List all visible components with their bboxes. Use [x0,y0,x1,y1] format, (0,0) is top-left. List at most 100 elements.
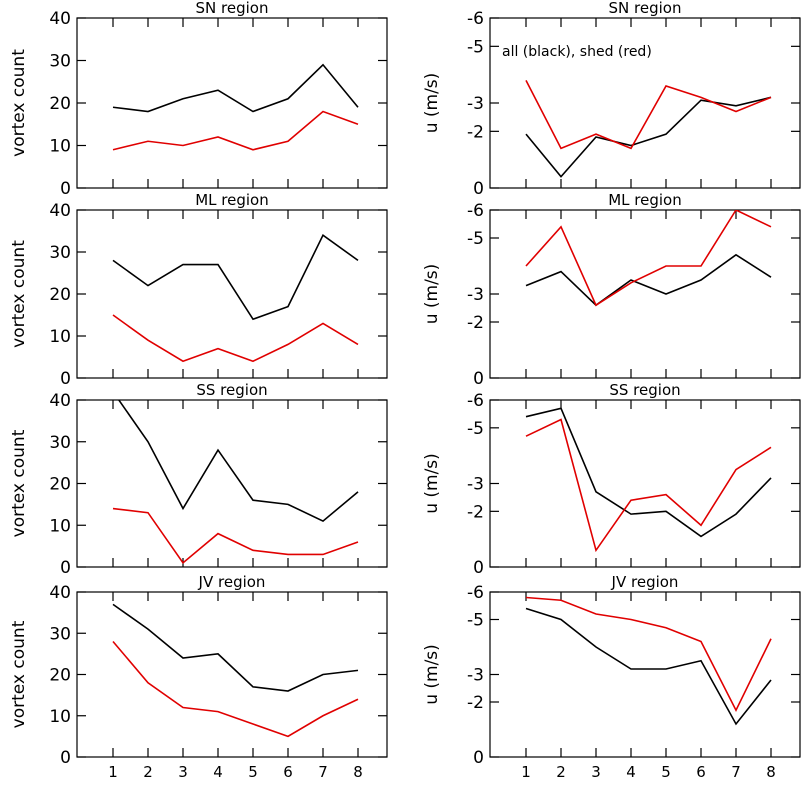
x-tick-label: 4 [213,763,223,781]
panel-7: JV region vortex count 0 10 20 30 40 1 2 3 4 5 6 7 8 [9,573,388,781]
y-tick-label: 40 [49,583,71,603]
y-tick-label: 0 [60,558,71,578]
y-axis-label: vortex count [9,620,29,728]
panel-title: ML region [195,191,269,209]
panel-1: SN region vortex count 0 10 20 30 40 [9,0,388,199]
y-tick-label: 30 [49,52,71,72]
y-axis-label: vortex count [9,240,29,348]
series-line-all [112,603,359,692]
plot-frame [76,399,388,568]
x-tick-label: 4 [626,763,636,781]
x-tick-label: 2 [556,763,566,781]
y-tick-label: -6 [467,391,484,411]
y-tick-label: 0 [473,558,484,578]
series-line-all [525,607,772,726]
panel-8: JV region u (m/s) 0 -2 -3 -5 -6 1 2 3 4 5 6 7 8 [422,573,801,781]
y-tick-label: 20 [49,285,71,305]
y-tick-label: 0 [473,179,484,199]
x-tick-label: 1 [108,763,118,781]
plot-frame [489,399,801,568]
x-tick-label: 5 [248,763,258,781]
x-tick-label: 8 [766,763,776,781]
y-tick-label: 0 [60,369,71,389]
y-tick-label: 10 [49,516,71,536]
y-tick-label: 40 [49,201,71,221]
series-line-shed [525,79,772,150]
panel-6: SS region u (m/s) 0 -2 -3 -5 -6 [422,381,801,578]
y-tick-label: 10 [49,137,71,157]
y-tick-label: 20 [49,94,71,114]
y-axis-label: u (m/s) [422,644,442,705]
series-line-shed [112,640,359,738]
x-tick-label: 6 [696,763,706,781]
panel-title: SN region [196,0,269,17]
series-line-shed [112,507,359,564]
panel-4: ML region u (m/s) 0 -2 -3 -5 -6 [422,191,801,389]
y-tick-label: -6 [467,201,484,221]
y-tick-label: -2 [467,313,484,333]
y-tick-label: 0 [473,369,484,389]
y-axis-label: u (m/s) [422,453,442,514]
y-tick-label: 10 [49,327,71,347]
x-tick-label: 8 [353,763,363,781]
y-tick-label: -2 [467,693,484,713]
y-tick-label: -5 [467,229,484,249]
series-line-shed [525,418,772,553]
y-axis-label: vortex count [9,429,29,537]
x-tick-label: 7 [318,763,328,781]
y-tick-label: -2 [467,122,484,142]
series-line-all [525,253,772,307]
y-tick-label: -3 [467,666,484,686]
x-tick-label: 3 [591,763,601,781]
series-line-shed [112,110,359,151]
plot-frame [76,591,388,758]
y-tick-label: -3 [467,475,484,495]
x-tick-label: 5 [661,763,671,781]
y-tick-label: -6 [467,9,484,29]
legend-note: all (black), shed (red) [502,44,652,60]
y-tick-label: 20 [49,666,71,686]
series-line-all [112,233,359,321]
x-tick-label: 2 [143,763,153,781]
series-line-all [117,400,359,523]
y-tick-label: 40 [49,9,71,29]
x-tick-label: 3 [178,763,188,781]
x-tick-label: 1 [521,763,531,781]
y-tick-label: -3 [467,285,484,305]
y-axis-label: vortex count [9,49,29,157]
y-tick-label: 20 [49,475,71,495]
x-tick-label: 7 [731,763,741,781]
x-tick-label: 6 [283,763,293,781]
y-tick-label: 0 [60,179,71,199]
series-line-shed [112,314,359,363]
y-tick-label: 0 [473,748,484,768]
panel-2: SN region u (m/s) 0 -2 -3 -5 -6 [422,0,801,199]
y-tick-label: -6 [467,583,484,603]
series-line-all [525,96,772,178]
panel-5: SS region vortex count 0 10 20 30 40 [9,381,388,578]
plot-frame [489,209,801,379]
panel-title: SS region [196,381,267,399]
series-line-all [525,407,772,538]
panel-title: SN region [609,0,682,17]
y-tick-label: 30 [49,243,71,263]
y-tick-label: -5 [467,611,484,631]
series-line-all [112,63,359,113]
series-line-shed [525,210,772,307]
panel-title: JV region [611,573,679,591]
y-tick-label: 30 [49,624,71,644]
y-tick-label: -5 [467,37,484,57]
y-tick-label: 40 [49,391,71,411]
panel-title: JV region [198,573,266,591]
plot-frame [76,17,388,189]
y-axis-label: u (m/s) [422,264,442,325]
series-line-shed [525,596,772,713]
y-tick-label: -2 [467,502,484,522]
panel-3: ML region vortex count 0 10 20 30 40 [9,191,388,389]
y-axis-label: u (m/s) [422,73,442,134]
y-tick-label: -3 [467,94,484,114]
panel-title: ML region [608,191,682,209]
y-tick-label: -5 [467,419,484,439]
y-tick-label: 10 [49,707,71,727]
